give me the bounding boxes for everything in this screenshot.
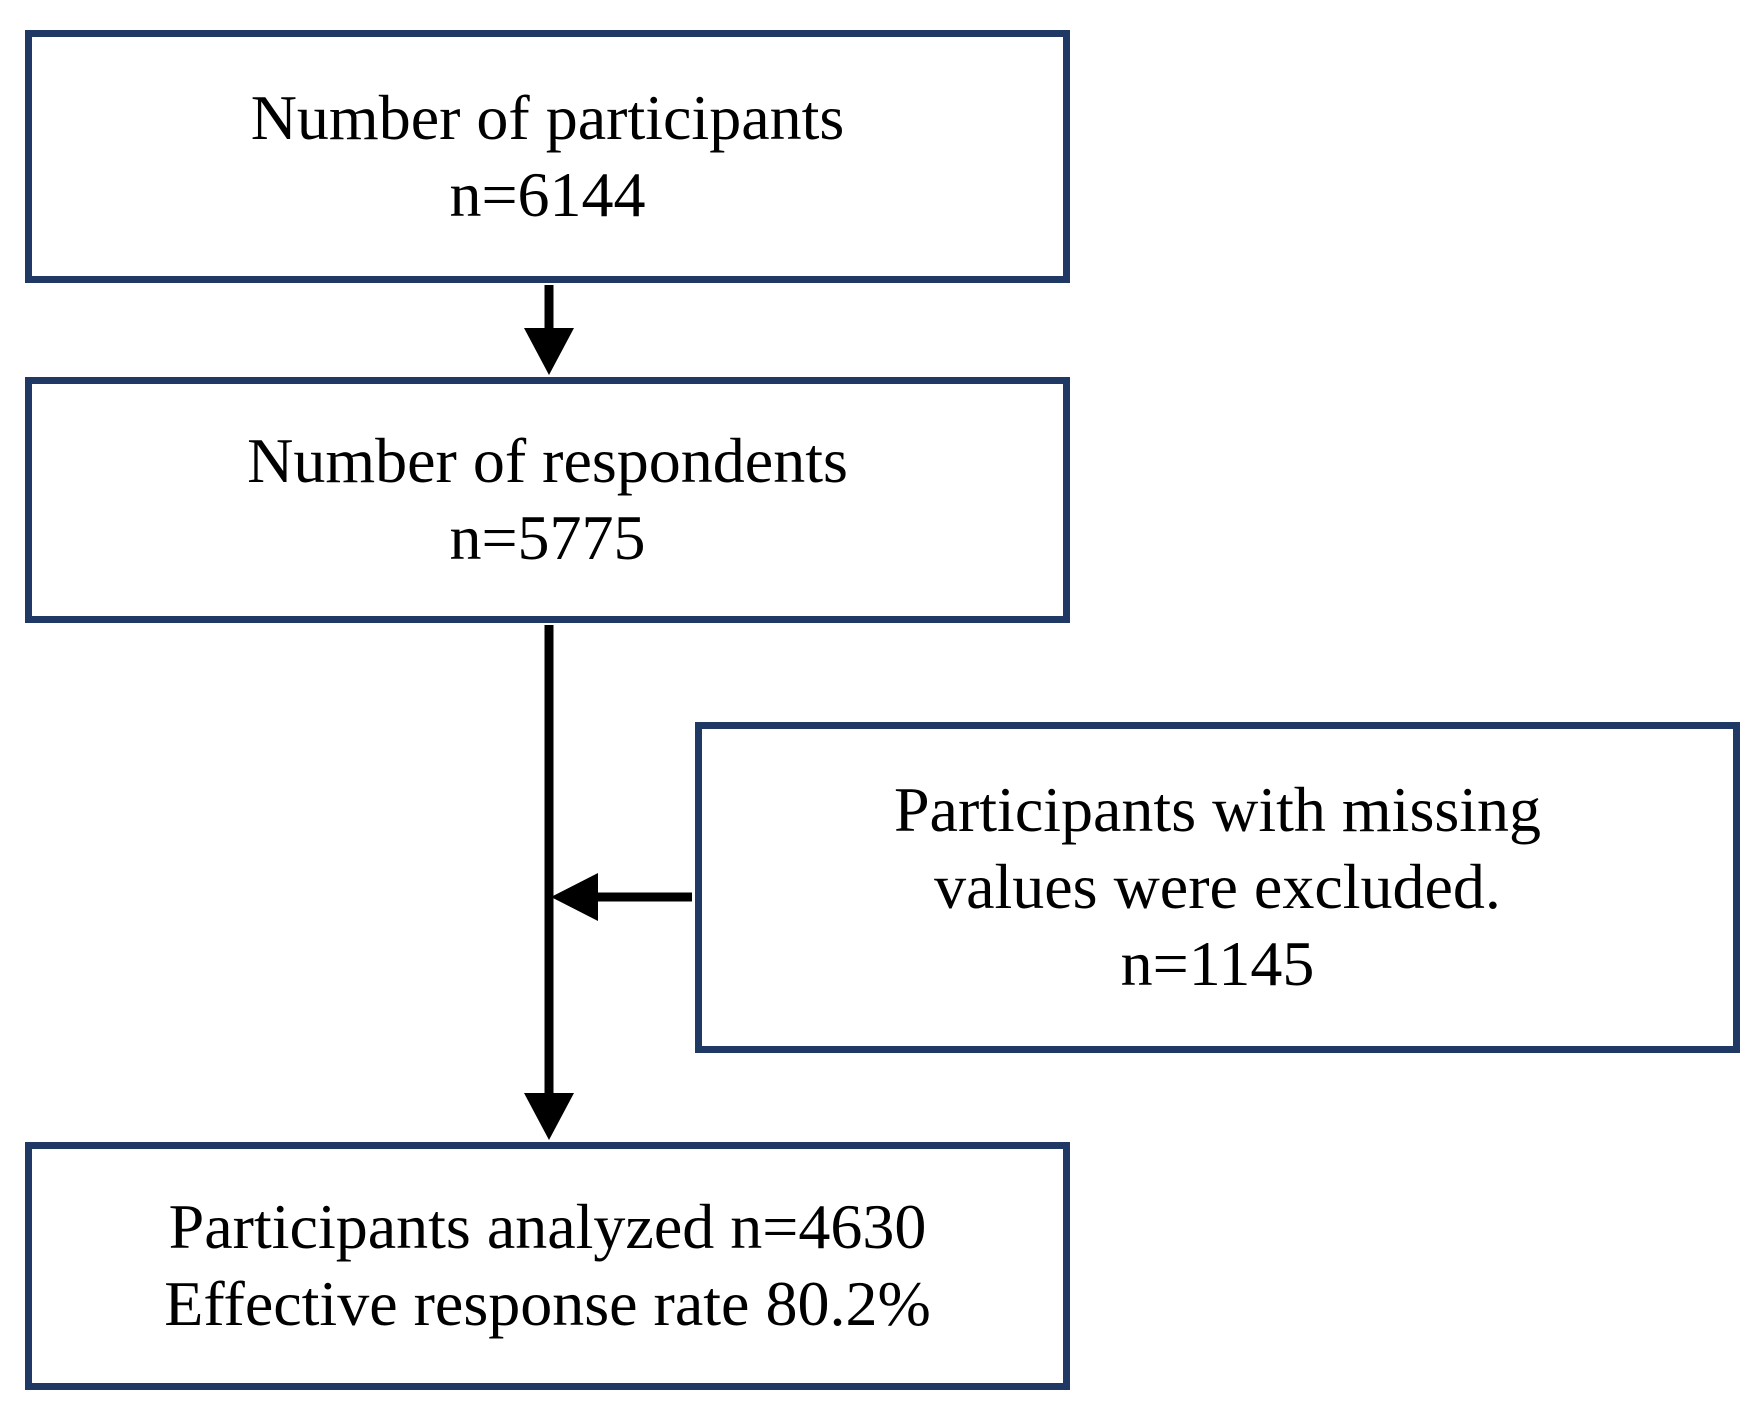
down-arrowhead-2-icon — [524, 1093, 574, 1140]
analyzed-box-line-2: Effective response rate 80.2% — [164, 1268, 931, 1339]
analyzed-box-line-1: Participants analyzed n=4630 — [168, 1191, 927, 1263]
excluded-box: Participants with missing values were ex… — [695, 722, 1740, 1053]
participants-box-count: n=6144 — [449, 158, 646, 230]
participants-box: Number of participants n=6144 — [25, 30, 1070, 283]
analyzed-box: Participants analyzed n=4630 Effective r… — [25, 1142, 1070, 1390]
excluded-box-count: n=1145 — [1120, 927, 1315, 999]
excluded-box-line-1: Participants with missing — [893, 774, 1542, 846]
excluded-box-line-2: values were excluded. — [934, 851, 1501, 923]
respondents-box-count: n=5775 — [449, 502, 646, 573]
respondents-box-line: Number of respondents — [247, 425, 848, 497]
participants-box-line: Number of participants — [250, 81, 845, 153]
left-arrowhead-icon — [551, 873, 598, 921]
down-arrowhead-1-icon — [524, 328, 574, 375]
respondents-box: Number of respondents n=5775 — [25, 377, 1070, 623]
